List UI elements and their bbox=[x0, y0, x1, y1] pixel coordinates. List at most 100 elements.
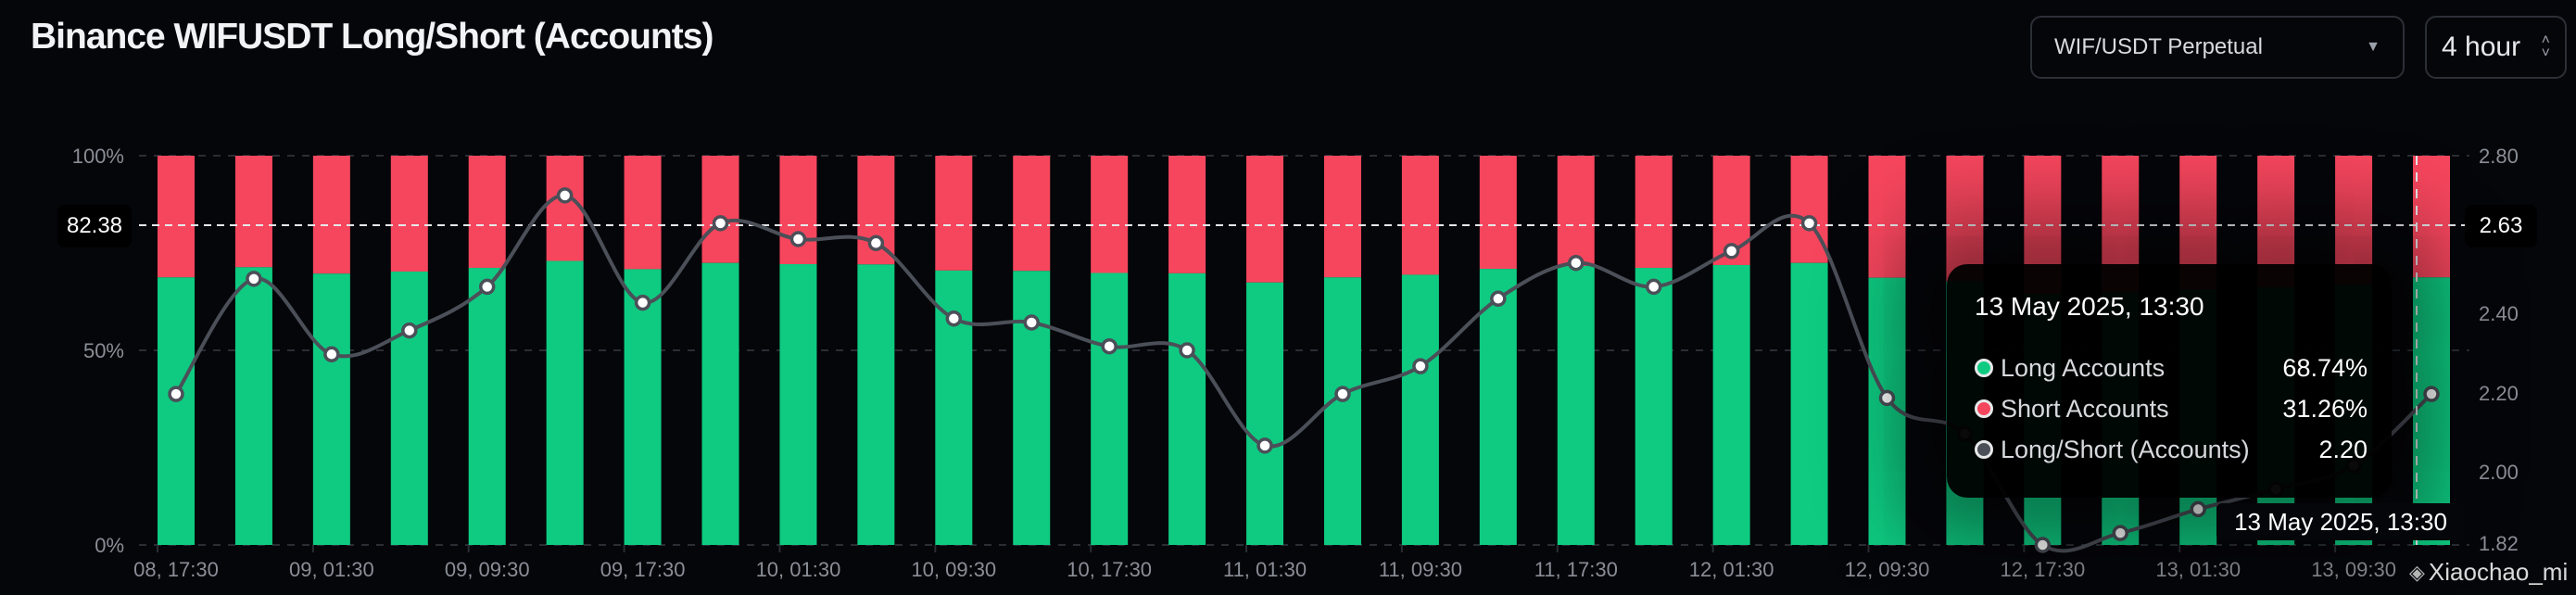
long-bar bbox=[1246, 282, 1284, 545]
x-tick-label: 10, 01:30 bbox=[756, 558, 841, 581]
pair-select[interactable]: WIF/USDT Perpetual ▼ bbox=[2030, 16, 2405, 79]
bar-group bbox=[1868, 156, 1906, 545]
right-tick-2.80: 2.80 bbox=[2479, 145, 2519, 168]
short-bar bbox=[624, 156, 662, 270]
x-tick-label: 10, 17:30 bbox=[1067, 558, 1152, 581]
long-bar bbox=[1401, 274, 1439, 545]
bar-group bbox=[701, 156, 739, 545]
right-tick-2.20: 2.20 bbox=[2479, 382, 2519, 405]
tooltip-value: 2.20 bbox=[2318, 435, 2368, 463]
bar-group bbox=[1246, 156, 1284, 545]
tooltip-label: Short Accounts bbox=[2001, 394, 2169, 423]
bar-group bbox=[1013, 156, 1051, 545]
bar-group bbox=[1168, 156, 1206, 545]
long-bar bbox=[1557, 265, 1595, 545]
bar-group bbox=[158, 156, 195, 545]
x-tick-label: 11, 01:30 bbox=[1223, 558, 1307, 581]
tooltip-label: Long/Short (Accounts) bbox=[2001, 435, 2250, 463]
long-bar bbox=[2413, 277, 2450, 545]
long-dot-icon bbox=[1975, 359, 1993, 377]
short-bar bbox=[1013, 156, 1051, 272]
bar-group bbox=[935, 156, 973, 545]
ratio-point bbox=[867, 234, 885, 252]
bar-group bbox=[1091, 156, 1129, 545]
ratio-point bbox=[634, 294, 651, 311]
ratio-line bbox=[174, 193, 2433, 553]
long-bar bbox=[1013, 271, 1051, 545]
short-bar bbox=[312, 156, 350, 274]
tooltip-value: 31.26% bbox=[2282, 394, 2368, 423]
ratio-point bbox=[401, 322, 418, 339]
bar-group bbox=[1635, 156, 1673, 545]
long-bar bbox=[1323, 277, 1361, 545]
ratio-point bbox=[712, 215, 729, 232]
ratio-point bbox=[556, 187, 574, 204]
watermark: ◈ Xiaochao_mi bbox=[2409, 558, 2568, 587]
bar-group bbox=[1557, 156, 1595, 545]
bar-group bbox=[779, 156, 817, 545]
ratio-point bbox=[1645, 278, 1662, 296]
long-bar bbox=[312, 273, 350, 545]
long-bar bbox=[1712, 264, 1750, 545]
ratio-point bbox=[1878, 389, 1896, 407]
x-tick-label: 09, 09:30 bbox=[445, 558, 530, 581]
short-bar bbox=[2413, 156, 2450, 278]
ratio-point bbox=[2423, 386, 2440, 402]
left-tick-0: 0% bbox=[95, 534, 124, 557]
short-bar bbox=[779, 156, 817, 265]
short-bar bbox=[546, 156, 584, 261]
crosshair-left-value: 82.38 bbox=[57, 205, 132, 247]
long-bar bbox=[1790, 262, 1828, 545]
ratio-point bbox=[789, 231, 807, 247]
bar-group bbox=[468, 156, 506, 545]
short-dot-icon bbox=[1975, 399, 1993, 418]
bar-group bbox=[1479, 156, 1517, 545]
ratio-point bbox=[1334, 386, 1351, 402]
ratio-point bbox=[1723, 243, 1740, 260]
bar-group bbox=[857, 156, 895, 545]
ratio-point bbox=[323, 346, 340, 363]
tooltip-row-short: Short Accounts 31.26% bbox=[1975, 388, 2368, 429]
short-bar bbox=[701, 156, 739, 263]
interval-select[interactable]: 4 hour ˄ ˅ bbox=[2425, 16, 2567, 79]
long-bar bbox=[1168, 272, 1206, 545]
bar-group bbox=[1790, 156, 1828, 545]
ratio-point bbox=[168, 386, 184, 402]
bar-group bbox=[546, 156, 584, 545]
x-tick-label: 12, 09:30 bbox=[1845, 558, 1930, 581]
tooltip-label: Long Accounts bbox=[2001, 353, 2166, 382]
ratio-point bbox=[1179, 342, 1195, 359]
short-bar bbox=[234, 156, 272, 268]
long-bar bbox=[468, 268, 506, 545]
bar-group bbox=[624, 156, 662, 545]
right-tick-1.82: 1.82 bbox=[2479, 532, 2519, 555]
binance-logo-icon: ◈ bbox=[2409, 560, 2425, 584]
short-bar bbox=[1868, 156, 1906, 278]
short-bar bbox=[468, 156, 506, 269]
bar-group bbox=[2413, 156, 2450, 545]
long-bar bbox=[546, 260, 584, 545]
short-bar bbox=[1401, 156, 1439, 275]
short-bar bbox=[1323, 156, 1361, 278]
page-title: Binance WIFUSDT Long/Short (Accounts) bbox=[31, 17, 713, 57]
ratio-point bbox=[1490, 290, 1507, 308]
ratio-point bbox=[2190, 500, 2206, 518]
long-bar bbox=[234, 267, 272, 545]
tooltip-row-long: Long Accounts 68.74% bbox=[1975, 348, 2368, 388]
crosshair-x-label: 13 May 2025, 13:30 bbox=[2216, 503, 2465, 540]
pair-select-value: WIF/USDT Perpetual bbox=[2054, 34, 2263, 59]
short-bar bbox=[158, 156, 195, 278]
up-down-chevron-icon: ˄ ˅ bbox=[2541, 32, 2550, 61]
x-tick-label: 12, 01:30 bbox=[1689, 558, 1774, 581]
ratio-point bbox=[1101, 337, 1118, 355]
long-bar bbox=[1091, 272, 1129, 545]
bar-group bbox=[234, 156, 272, 545]
bar-group bbox=[1712, 156, 1750, 545]
x-tick-label: 13, 09:30 bbox=[2311, 558, 2396, 581]
short-bar bbox=[1557, 156, 1595, 266]
bar-group bbox=[1323, 156, 1361, 545]
short-bar bbox=[1635, 156, 1673, 269]
bar-group bbox=[390, 156, 428, 545]
right-tick-2.40: 2.40 bbox=[2479, 302, 2519, 325]
x-tick-label: 09, 17:30 bbox=[600, 558, 686, 581]
